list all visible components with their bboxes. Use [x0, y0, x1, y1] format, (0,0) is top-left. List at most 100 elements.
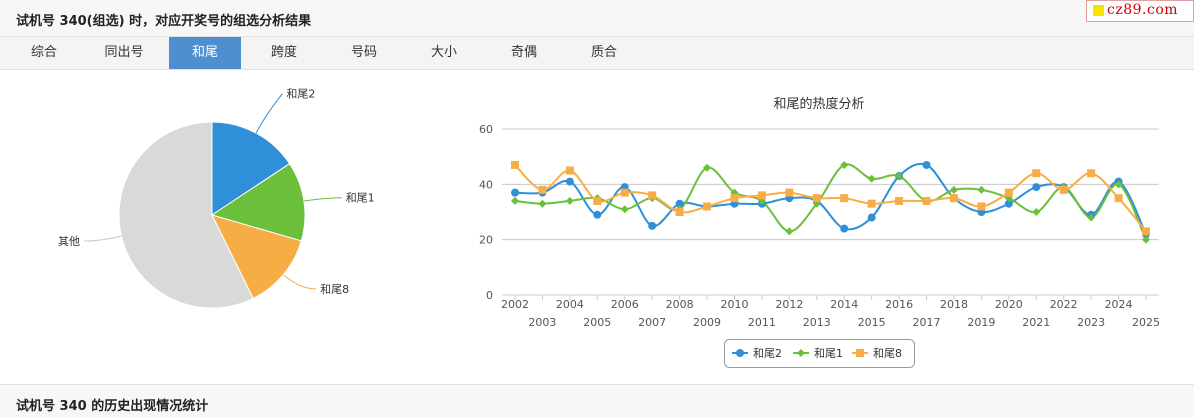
- data-point[interactable]: [1032, 183, 1041, 192]
- data-point[interactable]: [949, 185, 958, 194]
- x-tick-label: 2010: [720, 298, 748, 311]
- x-tick-label: 2016: [885, 298, 913, 311]
- tab-kuadu[interactable]: 跨度: [270, 45, 297, 60]
- legend-item[interactable]: 和尾1: [814, 347, 843, 360]
- data-point[interactable]: [620, 188, 629, 197]
- y-tick-label: 20: [479, 234, 493, 247]
- pie-label-connector: [83, 235, 122, 242]
- x-tick-label: 2018: [940, 298, 968, 311]
- legend-item[interactable]: 和尾2: [753, 347, 782, 360]
- tab-zonghe[interactable]: 综合: [30, 45, 57, 60]
- x-tick-label: 2011: [748, 316, 776, 329]
- data-point[interactable]: [593, 196, 602, 205]
- legend-marker: [856, 349, 864, 357]
- data-point[interactable]: [1032, 169, 1041, 178]
- data-point[interactable]: [648, 221, 657, 230]
- page-header: 试机号 340(组选) 时，对应开奖号的组选分析结果 cz89.com: [0, 0, 1194, 37]
- data-point[interactable]: [785, 227, 794, 236]
- data-point[interactable]: [538, 185, 547, 194]
- tab-jiou[interactable]: 奇偶: [510, 45, 537, 60]
- x-tick-label: 2002: [501, 298, 529, 311]
- data-point[interactable]: [867, 199, 876, 208]
- data-point[interactable]: [1087, 169, 1096, 178]
- data-point[interactable]: [675, 199, 684, 208]
- data-point[interactable]: [730, 194, 739, 203]
- x-tick-label: 2021: [1022, 316, 1050, 329]
- data-point[interactable]: [703, 202, 712, 211]
- legend-marker: [797, 349, 805, 357]
- pie-slice-label: 和尾8: [320, 283, 349, 296]
- pie-chart: 和尾2 和尾1 和尾8 其他: [58, 88, 375, 309]
- data-point[interactable]: [511, 196, 519, 205]
- pie-slice-label: 其他: [58, 235, 80, 248]
- data-point[interactable]: [949, 194, 958, 203]
- legend-item[interactable]: 和尾8: [873, 347, 902, 360]
- data-point[interactable]: [593, 210, 602, 219]
- tab-daxiao[interactable]: 大小: [430, 45, 457, 60]
- x-tick-label: 2003: [528, 316, 556, 329]
- data-point[interactable]: [648, 191, 657, 200]
- data-point[interactable]: [511, 160, 519, 169]
- tab-zhihe[interactable]: 质合: [590, 45, 617, 60]
- data-point[interactable]: [703, 163, 712, 172]
- data-point[interactable]: [977, 185, 986, 194]
- data-point[interactable]: [922, 196, 931, 205]
- y-tick-label: 40: [479, 178, 493, 191]
- data-point[interactable]: [895, 196, 904, 205]
- pie-slice-label: 和尾1: [346, 192, 375, 205]
- data-point[interactable]: [565, 166, 574, 175]
- tab-haoma[interactable]: 号码: [350, 45, 377, 60]
- x-tick-label: 2025: [1132, 316, 1160, 329]
- data-point[interactable]: [1004, 188, 1013, 197]
- data-point[interactable]: [620, 205, 629, 214]
- data-point[interactable]: [977, 202, 986, 211]
- data-point[interactable]: [1059, 185, 1068, 194]
- x-tick-label: 2022: [1050, 298, 1078, 311]
- x-tick-label: 2023: [1077, 316, 1105, 329]
- page-title: 试机号 340(组选) 时，对应开奖号的组选分析结果: [16, 14, 312, 29]
- data-point[interactable]: [538, 199, 547, 208]
- data-point[interactable]: [1114, 180, 1123, 189]
- data-point[interactable]: [1142, 235, 1150, 244]
- data-point[interactable]: [867, 174, 876, 183]
- data-point[interactable]: [840, 160, 849, 169]
- data-point[interactable]: [785, 188, 794, 197]
- data-point[interactable]: [757, 191, 766, 200]
- legend-box: [724, 339, 915, 368]
- data-point[interactable]: [840, 224, 849, 233]
- history-section-header: 试机号 340 的历史出现情况统计: [0, 384, 1194, 417]
- x-tick-label: 2017: [913, 316, 941, 329]
- data-point[interactable]: [511, 188, 519, 197]
- data-point[interactable]: [840, 194, 849, 203]
- data-point[interactable]: [1032, 208, 1041, 216]
- data-point[interactable]: [922, 160, 931, 169]
- legend-marker: [736, 349, 744, 357]
- logo-square-icon: [1093, 5, 1104, 16]
- x-tick-label: 2009: [693, 316, 721, 329]
- data-point[interactable]: [1142, 227, 1150, 236]
- tab-bar: 综合 同出号 和尾 跨度 号码 大小 奇偶 质合: [0, 37, 1194, 70]
- site-logo[interactable]: cz89.com: [1086, 0, 1194, 22]
- tab-hewei[interactable]: 和尾: [169, 37, 241, 69]
- data-point[interactable]: [1087, 213, 1096, 222]
- pie-label-connector: [255, 93, 283, 134]
- data-point[interactable]: [812, 194, 821, 203]
- x-tick-label: 2008: [666, 298, 694, 311]
- data-point[interactable]: [565, 177, 574, 186]
- x-tick-label: 2007: [638, 316, 666, 329]
- data-point[interactable]: [867, 213, 876, 222]
- x-tick-label: 2006: [611, 298, 639, 311]
- x-tick-label: 2020: [995, 298, 1023, 311]
- tab-tongchuhao[interactable]: 同出号: [104, 45, 144, 60]
- x-tick-label: 2015: [858, 316, 886, 329]
- data-point[interactable]: [565, 196, 574, 205]
- pie-slice[interactable]: [118, 121, 254, 309]
- data-point[interactable]: [1004, 199, 1013, 208]
- data-point[interactable]: [675, 208, 684, 216]
- pie-slice-label: 和尾2: [286, 88, 315, 101]
- data-point[interactable]: [895, 172, 904, 181]
- data-point[interactable]: [1114, 194, 1123, 203]
- x-tick-label: 2004: [556, 298, 584, 311]
- history-section-title: 试机号 340 的历史出现情况统计: [16, 399, 209, 414]
